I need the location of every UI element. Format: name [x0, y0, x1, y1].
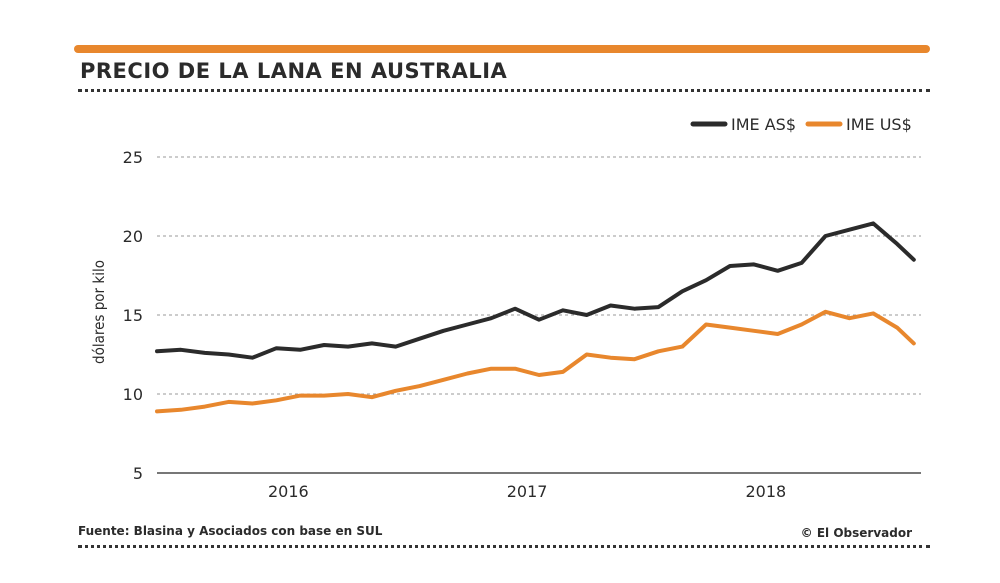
x-tick-label: 2017: [507, 482, 548, 501]
y-tick-label: 15: [123, 306, 143, 325]
y-tick-label: 5: [133, 464, 143, 483]
series-layer: [155, 221, 916, 414]
series-line-ime-us: [155, 309, 916, 414]
credit-note: © El Observador: [800, 526, 912, 540]
x-tick-label: 2016: [268, 482, 309, 501]
y-axis-label: dólares por kilo: [90, 260, 108, 364]
legend: IME AS$ IME US$: [690, 115, 912, 134]
legend-label: IME US$: [846, 115, 912, 134]
title-divider: [78, 89, 930, 92]
axis-layer: 5 10 15 20 25 2016 2017 2018: [123, 148, 921, 501]
y-tick-label: 10: [123, 385, 143, 404]
top-accent-bar: [74, 45, 930, 53]
chart-title: PRECIO DE LA LANA EN AUSTRALIA: [80, 59, 508, 83]
y-tick-label: 20: [123, 227, 143, 246]
series-line-ime-as: [155, 221, 916, 360]
legend-label: IME AS$: [731, 115, 796, 134]
x-tick-label: 2018: [745, 482, 786, 501]
source-note: Fuente: Blasina y Asociados con base en …: [78, 524, 383, 538]
y-tick-label: 25: [123, 148, 143, 167]
grid-layer: [157, 156, 921, 395]
footer-divider: [78, 545, 930, 548]
